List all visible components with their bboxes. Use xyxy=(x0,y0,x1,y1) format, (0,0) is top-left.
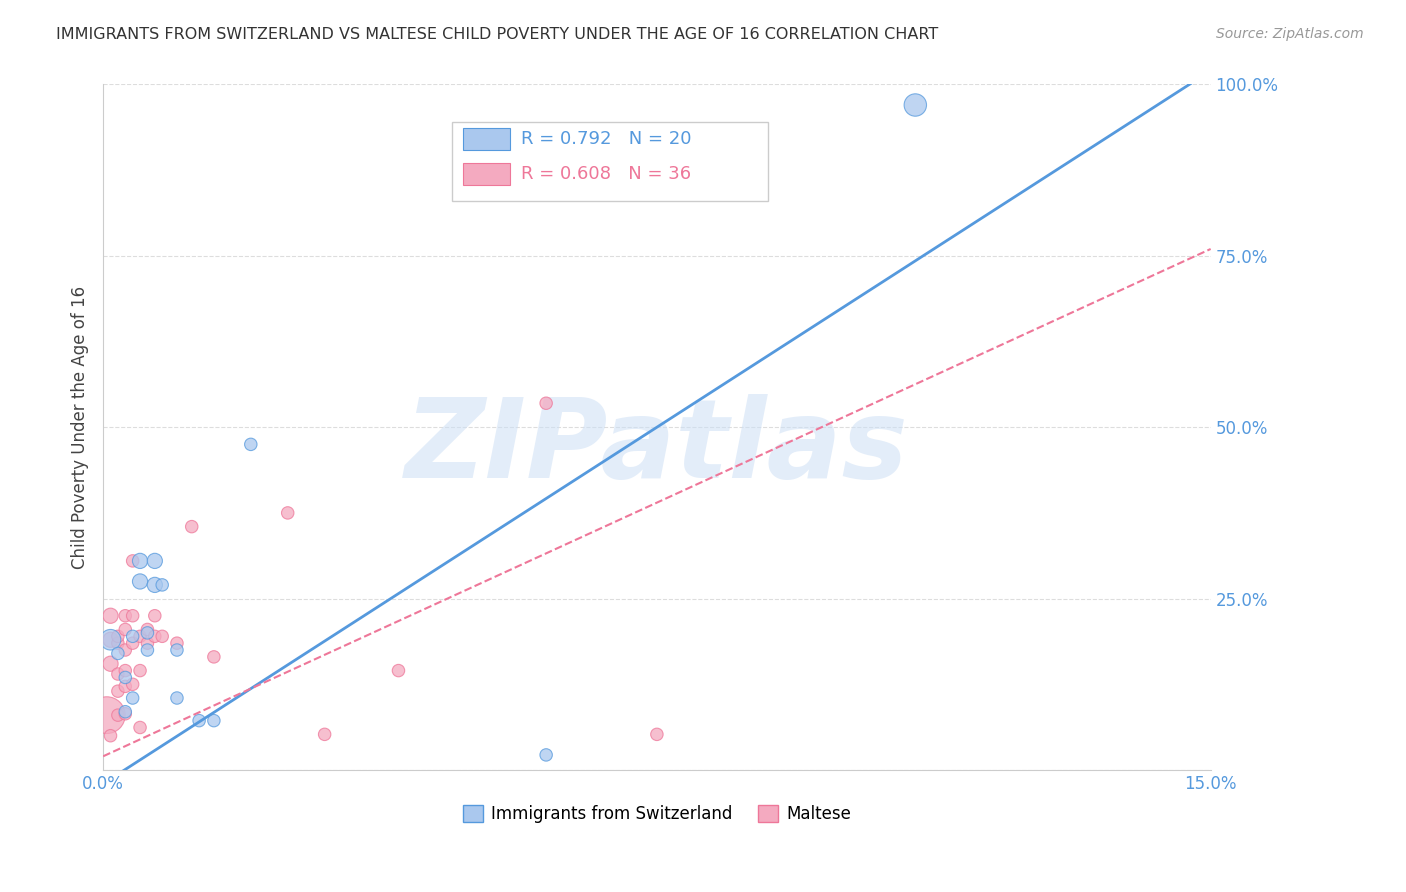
Text: Source: ZipAtlas.com: Source: ZipAtlas.com xyxy=(1216,27,1364,41)
Text: R = 0.608   N = 36: R = 0.608 N = 36 xyxy=(520,165,690,183)
Point xyxy=(143,554,166,568)
Point xyxy=(202,649,225,664)
Point xyxy=(107,647,129,661)
Point xyxy=(114,623,136,637)
Point xyxy=(96,708,118,723)
Point xyxy=(645,727,668,741)
Point xyxy=(180,519,202,533)
Point xyxy=(314,727,336,741)
Point xyxy=(107,636,129,650)
Point xyxy=(534,396,557,410)
Point xyxy=(129,574,152,589)
Point xyxy=(121,554,143,568)
Y-axis label: Child Poverty Under the Age of 16: Child Poverty Under the Age of 16 xyxy=(72,285,89,569)
Point xyxy=(239,437,262,451)
Text: R = 0.792   N = 20: R = 0.792 N = 20 xyxy=(520,129,692,147)
Point xyxy=(100,608,122,623)
Point xyxy=(534,747,557,762)
FancyBboxPatch shape xyxy=(463,128,509,150)
FancyBboxPatch shape xyxy=(451,122,768,201)
Point xyxy=(114,706,136,721)
Point xyxy=(143,608,166,623)
Point xyxy=(121,677,143,691)
Point xyxy=(107,684,129,698)
Point xyxy=(143,578,166,592)
Point xyxy=(121,691,143,706)
Point xyxy=(387,664,409,678)
Point xyxy=(188,714,211,728)
Point xyxy=(202,714,225,728)
Text: ZIPatlas: ZIPatlas xyxy=(405,394,908,501)
Point xyxy=(121,636,143,650)
Point xyxy=(100,632,122,647)
Point xyxy=(166,636,188,650)
Point xyxy=(100,729,122,743)
Text: IMMIGRANTS FROM SWITZERLAND VS MALTESE CHILD POVERTY UNDER THE AGE OF 16 CORRELA: IMMIGRANTS FROM SWITZERLAND VS MALTESE C… xyxy=(56,27,938,42)
Point xyxy=(136,626,159,640)
Point xyxy=(129,664,152,678)
Point xyxy=(114,664,136,678)
Point xyxy=(121,608,143,623)
Point xyxy=(121,629,143,643)
Point xyxy=(166,643,188,657)
Legend: Immigrants from Switzerland, Maltese: Immigrants from Switzerland, Maltese xyxy=(463,805,851,823)
Point xyxy=(136,636,159,650)
Point xyxy=(136,643,159,657)
Point xyxy=(107,708,129,723)
Point xyxy=(107,629,129,643)
Point xyxy=(136,623,159,637)
Point xyxy=(150,629,173,643)
Point xyxy=(114,608,136,623)
Point xyxy=(114,679,136,693)
Point xyxy=(150,578,173,592)
Point xyxy=(277,506,299,520)
Point xyxy=(114,705,136,719)
Point xyxy=(114,670,136,684)
Point xyxy=(143,629,166,643)
Point xyxy=(114,643,136,657)
Point xyxy=(100,632,122,647)
Point xyxy=(129,721,152,735)
Point xyxy=(129,554,152,568)
FancyBboxPatch shape xyxy=(463,163,509,186)
Point xyxy=(904,98,927,112)
Point xyxy=(166,691,188,706)
Point xyxy=(129,629,152,643)
Point xyxy=(107,667,129,681)
Point xyxy=(100,657,122,671)
